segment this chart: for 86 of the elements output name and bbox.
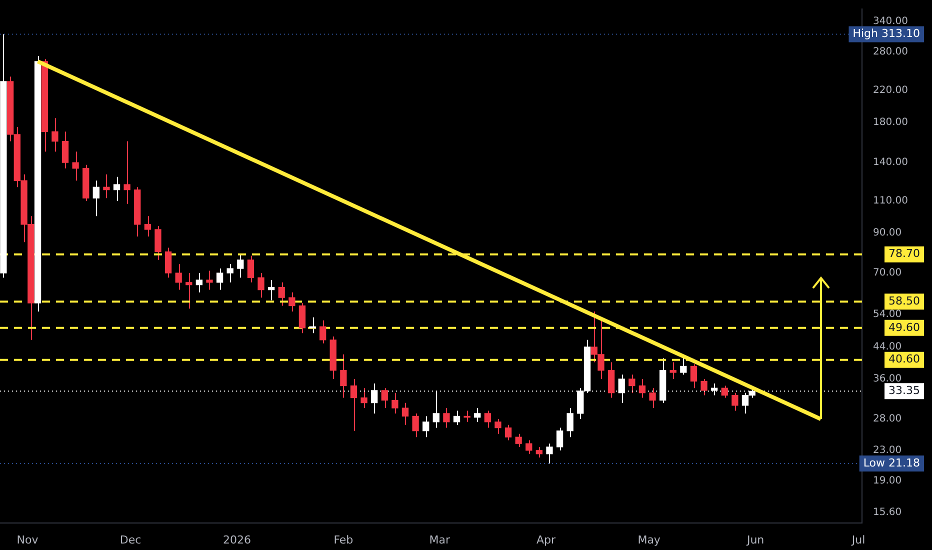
- candlestick: [628, 374, 636, 394]
- candlestick: [298, 302, 306, 334]
- candlestick: [680, 358, 687, 376]
- candlestick: [319, 320, 326, 344]
- candlestick: [536, 446, 543, 458]
- candlestick: [608, 362, 615, 398]
- x-tick-label: Feb: [334, 533, 354, 546]
- candlestick: [258, 272, 264, 298]
- candlestick: [732, 392, 738, 412]
- y-tick-label: 180.00: [873, 117, 908, 128]
- candlestick: [247, 255, 254, 283]
- x-tick-label: May: [638, 533, 661, 546]
- candlestick: [196, 272, 203, 293]
- candlestick: [62, 131, 69, 169]
- candlestick: [124, 140, 130, 204]
- candlestick: [288, 292, 296, 312]
- candlestick: [412, 412, 419, 438]
- candlestick: [381, 388, 388, 409]
- candlestick: [278, 282, 285, 306]
- candlestick: [103, 174, 110, 199]
- candlestick: [392, 392, 398, 414]
- candlestick: [350, 378, 358, 432]
- candlestick: [52, 118, 58, 152]
- y-tick-label: 15.60: [873, 506, 902, 518]
- ref-line-label: 78.70: [888, 247, 920, 260]
- candlestick: [237, 254, 244, 278]
- candlestick: [443, 408, 450, 428]
- ref-line-label: Low 21.18: [863, 456, 920, 470]
- candlestick: [670, 362, 676, 380]
- candlestick: [360, 388, 368, 409]
- y-tick-label: 70.00: [873, 268, 902, 279]
- candlestick: [113, 176, 120, 202]
- candlestick: [474, 408, 481, 422]
- candlestick: [422, 416, 430, 438]
- candlestick: [566, 408, 574, 438]
- x-tick-label: Apr: [536, 533, 556, 546]
- y-tick-label: 90.00: [873, 228, 902, 239]
- candlestick: [494, 418, 502, 434]
- ref-line-label: 40.60: [888, 352, 920, 366]
- candlestick: [268, 280, 275, 301]
- candlestick: [453, 410, 460, 426]
- candlestick: [721, 385, 728, 398]
- ref-line-label: 49.60: [888, 320, 920, 334]
- ref-line-label: High 313.10: [852, 27, 920, 40]
- y-tick-label: 44.00: [873, 342, 902, 353]
- candlestick: [92, 180, 100, 217]
- candlestick: [72, 151, 79, 182]
- candlestick: [206, 270, 213, 290]
- candlestick: [515, 433, 522, 448]
- candlestick: [164, 247, 172, 278]
- y-tick-label: 220.00: [873, 85, 908, 96]
- candlestick: [175, 264, 182, 290]
- candlestick: [186, 272, 192, 310]
- candlestick: [556, 427, 564, 451]
- candlestick: [216, 268, 224, 290]
- x-tick-label: Nov: [16, 533, 39, 546]
- candlestick: [526, 440, 532, 454]
- ref-line-label: 58.50: [888, 294, 920, 308]
- x-tick-label: 2026: [222, 533, 251, 546]
- y-tick-label: 23.00: [873, 444, 902, 456]
- x-tick-label: Mar: [429, 533, 450, 546]
- candlestick: [340, 354, 347, 398]
- candlestick: [371, 382, 378, 414]
- y-tick-label: 36.00: [873, 374, 902, 385]
- candlestick: [402, 402, 409, 426]
- candlestick: [484, 410, 491, 428]
- y-tick-label: 28.00: [873, 414, 902, 425]
- x-tick-label: Jun: [746, 533, 764, 546]
- y-tick-label: 340.00: [873, 16, 908, 27]
- candlestick: [690, 364, 698, 389]
- candlestick: [144, 216, 152, 238]
- candlestick: [546, 443, 553, 464]
- candlestick: [504, 424, 512, 441]
- x-tick-label: Dec: [120, 533, 142, 546]
- x-tick-label: Jul: [850, 533, 866, 546]
- ref-line-label: 33.35: [888, 384, 920, 398]
- candlestick: [700, 378, 708, 396]
- candlestick: [154, 226, 162, 260]
- candlestick: [638, 378, 646, 398]
- y-tick-label: 110.00: [873, 196, 908, 207]
- y-tick-label: 19.00: [873, 475, 902, 486]
- y-tick-label: 280.00: [873, 46, 908, 58]
- y-tick-label: 140.00: [873, 157, 908, 168]
- candlestick: [649, 388, 656, 409]
- candlestick: [226, 264, 234, 283]
- y-tick-label: 54.00: [873, 308, 902, 320]
